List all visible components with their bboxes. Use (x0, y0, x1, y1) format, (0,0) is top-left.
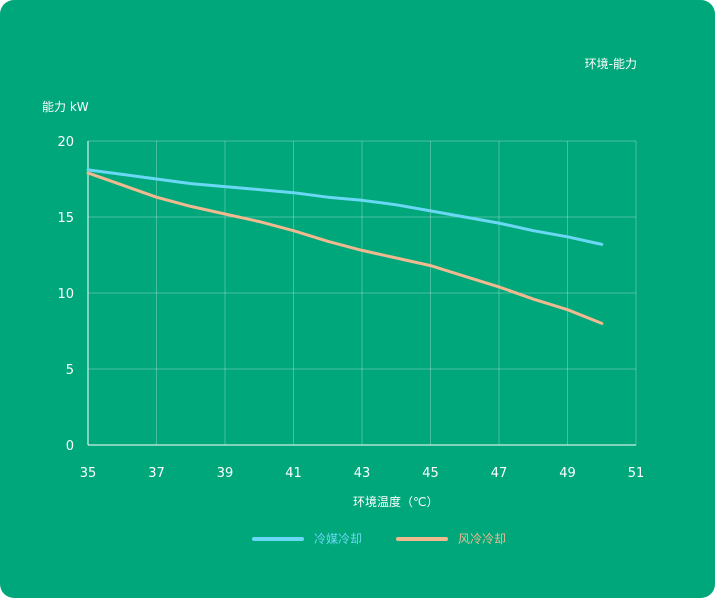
y-axis-label: 能力 kW (42, 100, 89, 114)
x-tick-label: 51 (628, 466, 645, 481)
axes (87, 141, 636, 446)
chart-title: 环境-能力 (584, 57, 637, 71)
x-tick-label: 41 (285, 466, 302, 481)
x-tick-label: 43 (354, 466, 371, 481)
y-tick-label: 0 (66, 439, 74, 454)
tick-labels: 0 5 10 15 20 35 37 39 41 43 45 47 49 51 (57, 135, 644, 481)
series-lines (86, 168, 604, 325)
x-tick-label: 49 (559, 466, 576, 481)
legend-line-icon (396, 536, 449, 541)
series-line-0 (86, 168, 604, 246)
legend-label: 冷媒冷却 (314, 532, 363, 546)
x-tick-label: 39 (217, 466, 234, 481)
legend-line-icon (252, 536, 304, 541)
y-tick-label: 10 (57, 287, 74, 302)
legend: 冷媒冷却 风冷冷却 (252, 530, 506, 547)
legend-label: 风冷冷却 (458, 532, 507, 546)
legend-item-refrigerant[interactable]: 冷媒冷却 (252, 530, 362, 547)
x-axis-label: 环境温度（℃） (353, 495, 439, 509)
x-tick-label: 47 (491, 466, 508, 481)
grid (88, 140, 637, 445)
y-tick-label: 15 (57, 211, 74, 226)
x-tick-label: 37 (148, 466, 165, 481)
x-tick-label: 45 (422, 466, 439, 481)
y-tick-label: 5 (66, 363, 74, 378)
series-line-1 (86, 171, 604, 325)
legend-item-air[interactable]: 风冷冷却 (396, 530, 506, 547)
x-tick-label: 35 (80, 466, 97, 481)
y-tick-label: 20 (57, 135, 74, 150)
